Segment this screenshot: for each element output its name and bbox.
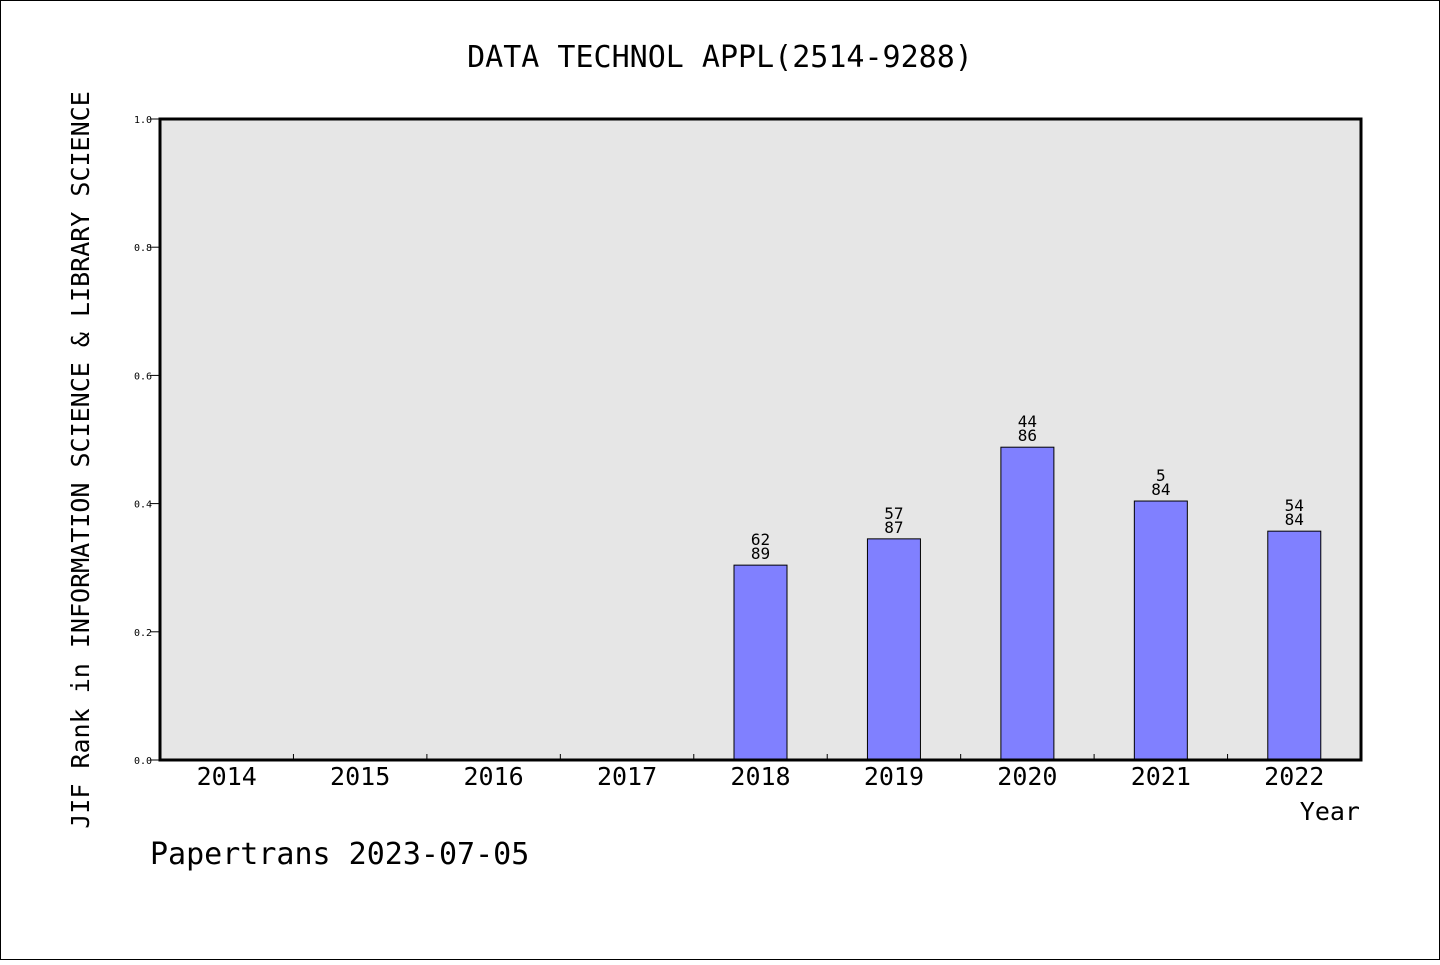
x-tick-label: 2021: [1131, 762, 1191, 791]
rank-total-label: 84: [1151, 480, 1170, 499]
y-ticks-group: 0.0 0.2 0.4 0.6 0.8 1.0: [134, 115, 160, 767]
rank-label: 57: [884, 504, 903, 523]
rank-label: 54: [1285, 496, 1304, 515]
y-axis-label: JIF Rank in INFORMATION SCIENCE & LIBRAR…: [66, 91, 95, 829]
bar-2022: [1267, 530, 1322, 761]
y-tick-label: 0.2: [134, 628, 152, 639]
x-ticks-group: 2014 2015 2016 2017 2018 2019 2020 2021 2022: [197, 754, 1324, 791]
rank-label: 5: [1156, 466, 1166, 485]
bar-2020: [1000, 446, 1055, 761]
bar-2018: [733, 564, 788, 761]
rank-total-label: 89: [751, 544, 770, 563]
x-tick-label: 2014: [197, 762, 257, 791]
plot-border: [158, 117, 1363, 762]
y-tick-label: 0.6: [134, 371, 152, 382]
rank-label: 44: [1018, 412, 1037, 431]
x-tick-label: 2022: [1264, 762, 1324, 791]
rank-total-label: 84: [1285, 510, 1304, 529]
x-tick-label: 2018: [730, 762, 790, 791]
y-tick-label: 0.0: [134, 756, 152, 767]
bar-2021: [1133, 500, 1188, 761]
rank-total-label: 87: [884, 518, 903, 537]
rank-label: 62: [751, 530, 770, 549]
y-tick-label: 0.8: [134, 243, 152, 254]
x-axis-label: Year: [1300, 797, 1360, 826]
bar-2019: [866, 538, 921, 761]
rank-total-label: 86: [1018, 426, 1037, 445]
y-tick-label: 0.4: [134, 500, 152, 511]
x-tick-label: 2017: [597, 762, 657, 791]
y-tick-label: 1.0: [134, 115, 152, 126]
footer-credit: Papertrans 2023-07-05: [150, 837, 529, 872]
x-tick-label: 2016: [464, 762, 524, 791]
bars-group: [733, 446, 1322, 761]
chart-title: DATA TECHNOL APPL(2514-9288): [467, 40, 973, 75]
x-tick-label: 2019: [864, 762, 924, 791]
x-tick-label: 2015: [330, 762, 390, 791]
x-tick-label: 2020: [997, 762, 1057, 791]
